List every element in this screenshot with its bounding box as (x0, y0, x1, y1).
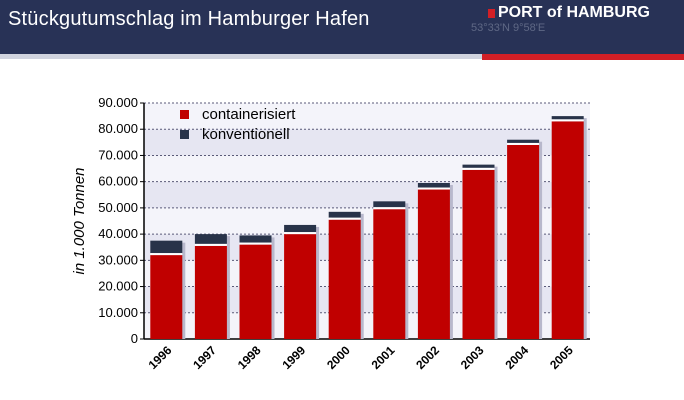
bar-konventionell-2002 (417, 182, 450, 188)
legend-swatch-konventionell (180, 130, 189, 139)
logo-text: PORT of HAMBURG (498, 4, 650, 21)
bar-containerisiert-2004 (507, 144, 540, 339)
bar-konventionell-2003 (462, 164, 495, 168)
x-tick-label: 1997 (190, 343, 219, 372)
y-tick-label: 80.000 (98, 121, 138, 136)
y-tick-label: 30.000 (98, 252, 138, 267)
x-tick-label: 2001 (369, 343, 398, 372)
x-tick-label: 1996 (146, 343, 175, 372)
bar-separator (373, 207, 406, 210)
bar-containerisiert-1999 (284, 234, 317, 339)
x-tick-label: 1999 (279, 343, 308, 372)
bar-separator (239, 242, 272, 245)
bar-containerisiert-2000 (328, 219, 361, 339)
bar-separator (417, 187, 450, 190)
bar-konventionell-1997 (194, 234, 227, 244)
bar-konventionell-1998 (239, 235, 272, 243)
port-logo: PORT of HAMBURG (488, 4, 650, 22)
bar-containerisiert-2002 (417, 189, 450, 339)
y-tick-label: 20.000 (98, 279, 138, 294)
bar-konventionell-2005 (551, 116, 584, 120)
x-tick-label: 2002 (413, 343, 442, 372)
legend-label-containerisiert: containerisiert (202, 106, 296, 123)
y-axis-label: in 1.000 Tonnen (71, 167, 88, 274)
x-tick-label: 2000 (324, 343, 353, 372)
coordinates-text: 53°33'N 9°58'E (471, 22, 546, 34)
bar-separator (551, 119, 584, 122)
y-tick-label: 10.000 (98, 305, 138, 320)
header-accent-bar (482, 54, 684, 60)
bar-konventionell-1996 (150, 240, 183, 254)
bar-containerisiert-1998 (239, 244, 272, 339)
y-tick-label: 40.000 (98, 226, 138, 241)
plot-band (144, 103, 590, 130)
bar-containerisiert-2001 (373, 209, 406, 339)
x-tick-label: 2003 (458, 343, 487, 372)
header-bar: Stückgutumschlag im Hamburger Hafen PORT… (0, 0, 684, 54)
bar-containerisiert-2003 (462, 169, 495, 339)
bar-containerisiert-2005 (551, 121, 584, 339)
bar-separator (194, 243, 227, 246)
bar-konventionell-2004 (507, 139, 540, 143)
header-divider (0, 54, 482, 59)
bar-separator (328, 217, 361, 220)
bar-konventionell-2001 (373, 201, 406, 208)
legend-swatch-containerisiert (180, 110, 189, 119)
x-tick-label: 1998 (235, 343, 264, 372)
y-tick-label: 60.000 (98, 174, 138, 189)
bar-separator (462, 167, 495, 170)
bar-separator (507, 142, 540, 145)
bar-separator (150, 253, 183, 256)
page-title: Stückgutumschlag im Hamburger Hafen (8, 8, 370, 30)
bar-konventionell-1999 (284, 224, 317, 233)
y-tick-label: 90.000 (98, 95, 138, 110)
x-tick-label: 2005 (547, 343, 576, 372)
bar-separator (284, 232, 317, 235)
logo-icon (488, 8, 495, 18)
y-tick-label: 0 (131, 331, 138, 346)
y-tick-label: 50.000 (98, 200, 138, 215)
bar-konventionell-2000 (328, 211, 361, 218)
bar-chart: 0 10.000 20.000 30.000 40.000 50.000 60.000 70.… (71, 95, 590, 372)
bar-containerisiert-1996 (150, 255, 183, 339)
bar-containerisiert-1997 (194, 245, 227, 339)
y-tick-label: 70.000 (98, 147, 138, 162)
x-tick-label: 2004 (502, 343, 531, 372)
legend-label-konventionell: konventionell (202, 126, 290, 143)
